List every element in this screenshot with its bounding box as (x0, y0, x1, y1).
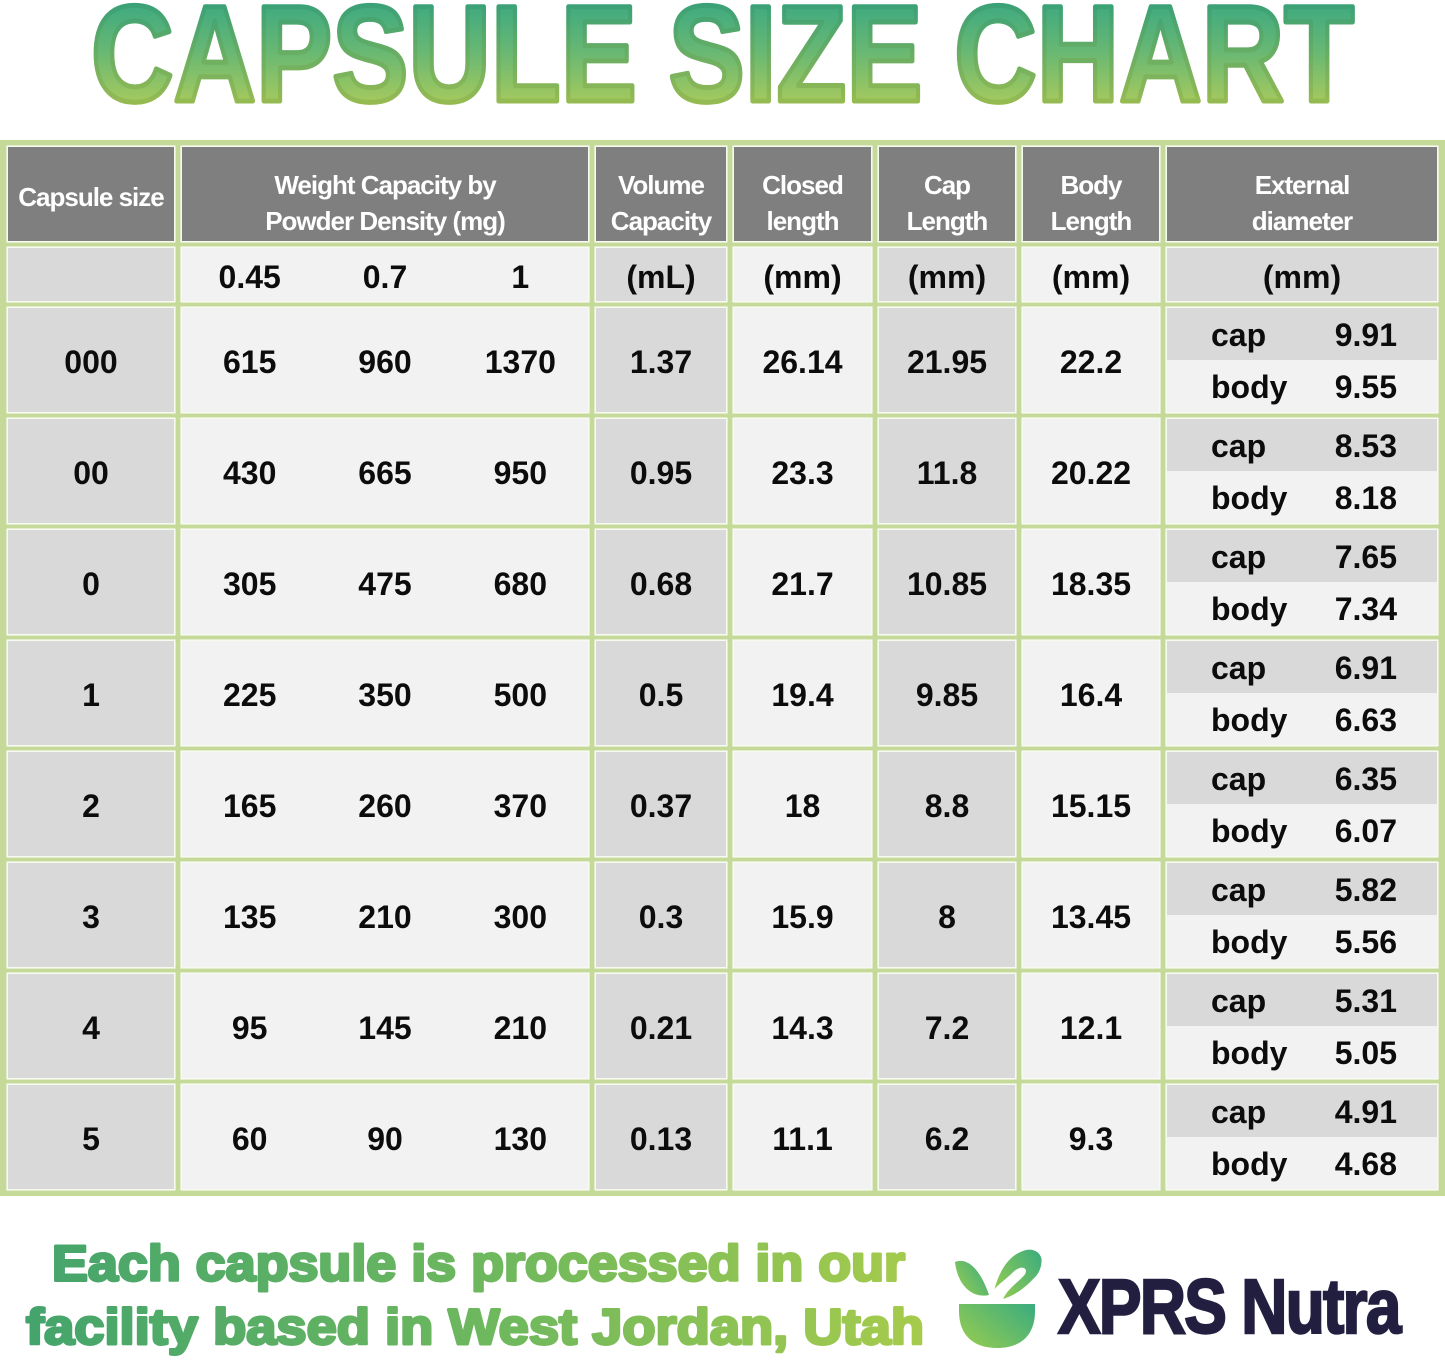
svg-text:CAPSULE SIZE CHART: CAPSULE SIZE CHART (91, 0, 1354, 131)
svg-text:Each capsule is processed in o: Each capsule is processed in our (52, 1235, 905, 1291)
svg-text:facility based in West Jordan,: facility based in West Jordan, Utah (26, 1299, 924, 1355)
